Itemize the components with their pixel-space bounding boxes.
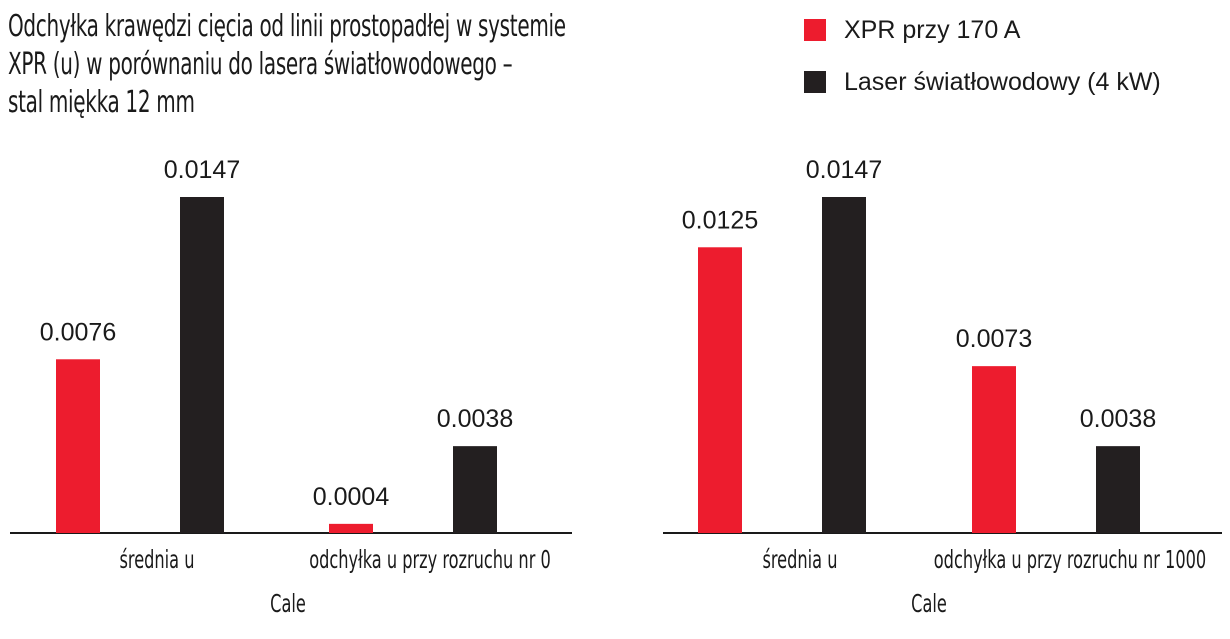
bar — [329, 523, 373, 533]
data-label: 0.0076 — [40, 318, 116, 346]
bar — [698, 247, 742, 534]
data-label: 0.0147 — [806, 156, 882, 184]
bar — [453, 446, 497, 533]
data-label: 0.0125 — [682, 206, 758, 234]
data-label: 0.0147 — [164, 156, 240, 184]
category-label: średnia u — [120, 546, 195, 575]
data-label: 0.0038 — [1080, 405, 1156, 433]
chart-title-line: stal miękka 12 mm — [8, 85, 195, 120]
legend-item-laser: Laser światłowodowy (4 kW) — [804, 56, 1161, 108]
legend: XPR przy 170 A Laser światłowodowy (4 kW… — [804, 4, 1161, 108]
legend-label-laser: Laser światłowodowy (4 kW) — [844, 67, 1161, 96]
legend-swatch-xpr — [804, 19, 826, 41]
legend-swatch-laser — [804, 71, 826, 93]
bar — [1096, 446, 1140, 533]
chart-title: Odchyłka krawędzi cięcia od linii prosto… — [8, 8, 566, 122]
category-label: średnia u — [763, 546, 838, 575]
category-label: odchyłka u przy rozruchu nr 1000 — [934, 546, 1206, 575]
chart-title-line: Odchyłka krawędzi cięcia od linii prosto… — [8, 9, 566, 44]
bar — [56, 359, 100, 533]
data-label: 0.0073 — [956, 325, 1032, 353]
chart-title-line: XPR (u) w porównaniu do lasera światłowo… — [8, 47, 513, 82]
bar — [822, 197, 866, 533]
bar — [180, 197, 224, 533]
legend-item-xpr: XPR przy 170 A — [804, 4, 1161, 56]
x-axis-label: Cale — [911, 590, 947, 619]
category-label: odchyłka u przy rozruchu nr 0 — [309, 546, 551, 575]
legend-label-xpr: XPR przy 170 A — [844, 15, 1021, 44]
bar — [972, 366, 1016, 533]
data-label: 0.0004 — [313, 483, 390, 511]
data-label: 0.0038 — [437, 405, 513, 433]
x-axis-label: Cale — [270, 590, 306, 619]
